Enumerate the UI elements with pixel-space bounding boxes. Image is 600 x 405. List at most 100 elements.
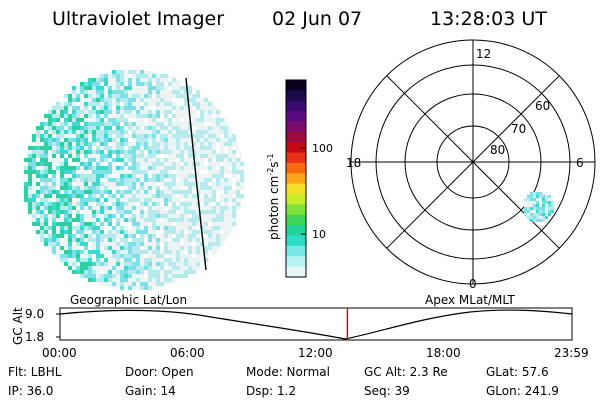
disk-pixel (216, 142, 220, 146)
aurora-pixel (527, 213, 530, 216)
disk-pixel (64, 210, 68, 214)
disk-pixel (124, 258, 128, 262)
disk-pixel (100, 170, 104, 174)
disk-pixel (180, 218, 184, 222)
disk-pixel (96, 262, 100, 266)
disk-pixel (64, 170, 68, 174)
disk-pixel (76, 266, 80, 270)
footer-gc-alt: GC Alt: 2.3 Re (364, 365, 448, 379)
disk-pixel (228, 138, 232, 142)
disk-pixel (60, 122, 64, 126)
disk-pixel (220, 174, 224, 178)
disk-pixel (216, 146, 220, 150)
disk-pixel (56, 114, 60, 118)
disk-pixel (156, 226, 160, 230)
aurora-pixel (545, 198, 548, 201)
disk-pixel (128, 182, 132, 186)
disk-pixel (68, 126, 72, 130)
disk-pixel (24, 186, 28, 190)
disk-pixel (168, 122, 172, 126)
disk-pixel (148, 170, 152, 174)
disk-pixel (52, 130, 56, 134)
disk-pixel (204, 130, 208, 134)
disk-pixel (132, 94, 136, 98)
disk-pixel (172, 206, 176, 210)
disk-pixel (156, 214, 160, 218)
disk-pixel (64, 122, 68, 126)
disk-pixel (108, 278, 112, 282)
disk-pixel (160, 174, 164, 178)
disk-pixel (60, 194, 64, 198)
disk-pixel (108, 214, 112, 218)
disk-pixel (92, 194, 96, 198)
disk-pixel (100, 154, 104, 158)
disk-pixel (136, 142, 140, 146)
disk-pixel (132, 198, 136, 202)
aurora-pixel (539, 192, 542, 195)
disk-pixel (208, 166, 212, 170)
disk-pixel (192, 98, 196, 102)
disk-pixel (64, 258, 68, 262)
disk-pixel (168, 258, 172, 262)
disk-pixel (184, 130, 188, 134)
disk-pixel (152, 218, 156, 222)
disk-pixel (184, 154, 188, 158)
disk-pixel (80, 222, 84, 226)
disk-pixel (196, 118, 200, 122)
disk-pixel (184, 194, 188, 198)
disk-pixel (204, 234, 208, 238)
disk-pixel (88, 186, 92, 190)
disk-pixel (112, 210, 116, 214)
disk-pixel (48, 234, 52, 238)
disk-pixel (156, 158, 160, 162)
disk-pixel (84, 218, 88, 222)
disk-pixel (144, 218, 148, 222)
disk-pixel (88, 150, 92, 154)
disk-pixel (40, 226, 44, 230)
disk-pixel (128, 130, 132, 134)
disk-pixel (168, 230, 172, 234)
disk-pixel (160, 246, 164, 250)
disk-pixel (72, 158, 76, 162)
disk-pixel (64, 226, 68, 230)
disk-pixel (192, 190, 196, 194)
disk-pixel (36, 182, 40, 186)
disk-pixel (120, 114, 124, 118)
disk-pixel (104, 82, 108, 86)
disk-pixel (108, 146, 112, 150)
disk-pixel (64, 214, 68, 218)
disk-pixel (88, 258, 92, 262)
disk-pixel (120, 90, 124, 94)
disk-pixel (64, 206, 68, 210)
disk-pixel (156, 150, 160, 154)
disk-pixel (168, 102, 172, 106)
x-tick-2359: 23:59 (554, 346, 589, 360)
disk-pixel (116, 174, 120, 178)
disk-pixel (168, 194, 172, 198)
disk-pixel (164, 254, 168, 258)
disk-pixel (60, 238, 64, 242)
disk-pixel (64, 130, 68, 134)
disk-pixel (88, 226, 92, 230)
disk-pixel (116, 214, 120, 218)
disk-pixel (100, 274, 104, 278)
disk-pixel (60, 210, 64, 214)
disk-pixel (188, 190, 192, 194)
disk-pixel (132, 110, 136, 114)
disk-pixel (216, 174, 220, 178)
disk-pixel (180, 198, 184, 202)
disk-pixel (84, 126, 88, 130)
disk-pixel (100, 206, 104, 210)
aurora-pixel (527, 195, 530, 198)
disk-pixel (144, 138, 148, 142)
disk-pixel (104, 258, 108, 262)
colorbar-segment (286, 121, 306, 133)
disk-pixel (188, 146, 192, 150)
disk-pixel (88, 102, 92, 106)
disk-pixel (224, 154, 228, 158)
disk-pixel (108, 122, 112, 126)
disk-pixel (44, 142, 48, 146)
disk-pixel (108, 234, 112, 238)
disk-pixel (192, 134, 196, 138)
disk-pixel (116, 242, 120, 246)
